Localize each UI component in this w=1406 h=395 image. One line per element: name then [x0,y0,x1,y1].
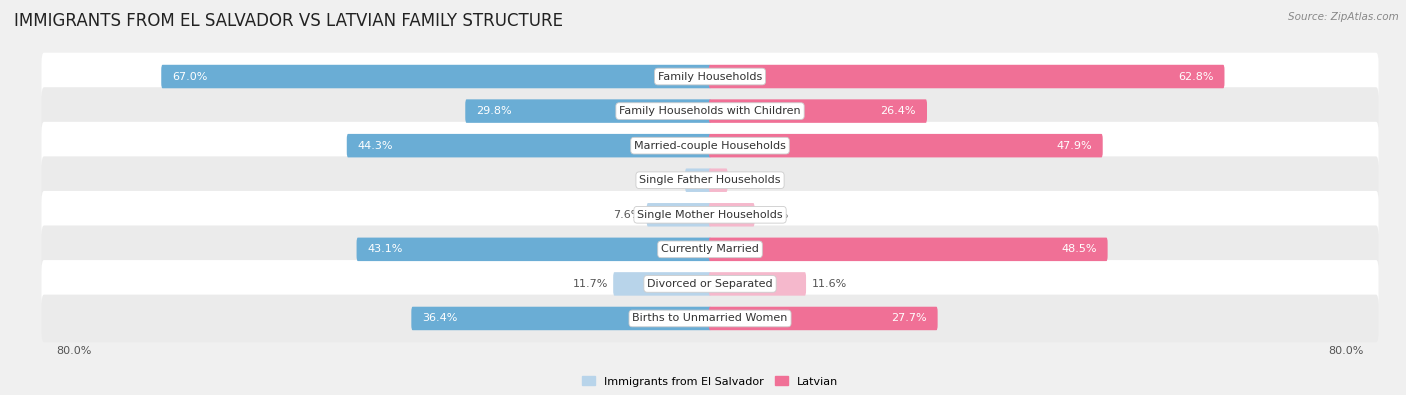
Text: 7.6%: 7.6% [613,210,641,220]
Text: Family Households: Family Households [658,71,762,81]
Legend: Immigrants from El Salvador, Latvian: Immigrants from El Salvador, Latvian [578,372,842,391]
FancyBboxPatch shape [709,307,938,330]
FancyBboxPatch shape [412,307,711,330]
FancyBboxPatch shape [709,65,1225,88]
FancyBboxPatch shape [709,100,927,123]
Text: 67.0%: 67.0% [173,71,208,81]
FancyBboxPatch shape [647,203,711,227]
FancyBboxPatch shape [42,122,1378,169]
Text: 62.8%: 62.8% [1178,71,1213,81]
FancyBboxPatch shape [42,87,1378,135]
Text: 11.7%: 11.7% [572,279,607,289]
Text: 48.5%: 48.5% [1062,245,1097,254]
Text: 11.6%: 11.6% [811,279,846,289]
Text: 36.4%: 36.4% [422,314,458,324]
FancyBboxPatch shape [709,203,755,227]
Text: Births to Unmarried Women: Births to Unmarried Women [633,314,787,324]
FancyBboxPatch shape [42,156,1378,204]
FancyBboxPatch shape [42,260,1378,308]
Text: Currently Married: Currently Married [661,245,759,254]
FancyBboxPatch shape [709,272,806,295]
Text: 2.9%: 2.9% [651,175,679,185]
Text: 26.4%: 26.4% [880,106,915,116]
Text: Single Father Households: Single Father Households [640,175,780,185]
Text: 47.9%: 47.9% [1056,141,1091,150]
Text: Family Households with Children: Family Households with Children [619,106,801,116]
Text: 29.8%: 29.8% [477,106,512,116]
Text: Source: ZipAtlas.com: Source: ZipAtlas.com [1288,12,1399,22]
Text: 43.1%: 43.1% [367,245,404,254]
FancyBboxPatch shape [42,191,1378,239]
FancyBboxPatch shape [357,237,711,261]
FancyBboxPatch shape [709,168,727,192]
Text: 5.3%: 5.3% [759,210,789,220]
Text: Single Mother Households: Single Mother Households [637,210,783,220]
FancyBboxPatch shape [685,168,711,192]
Text: Divorced or Separated: Divorced or Separated [647,279,773,289]
Text: Married-couple Households: Married-couple Households [634,141,786,150]
Text: 44.3%: 44.3% [357,141,394,150]
Text: IMMIGRANTS FROM EL SALVADOR VS LATVIAN FAMILY STRUCTURE: IMMIGRANTS FROM EL SALVADOR VS LATVIAN F… [14,12,562,30]
FancyBboxPatch shape [709,134,1102,158]
FancyBboxPatch shape [613,272,711,295]
FancyBboxPatch shape [42,226,1378,273]
FancyBboxPatch shape [42,53,1378,100]
FancyBboxPatch shape [162,65,711,88]
Text: 2.0%: 2.0% [733,175,761,185]
FancyBboxPatch shape [709,237,1108,261]
Text: 80.0%: 80.0% [1329,346,1364,356]
FancyBboxPatch shape [347,134,711,158]
FancyBboxPatch shape [465,100,711,123]
FancyBboxPatch shape [42,295,1378,342]
Text: 80.0%: 80.0% [56,346,91,356]
Text: 27.7%: 27.7% [891,314,927,324]
